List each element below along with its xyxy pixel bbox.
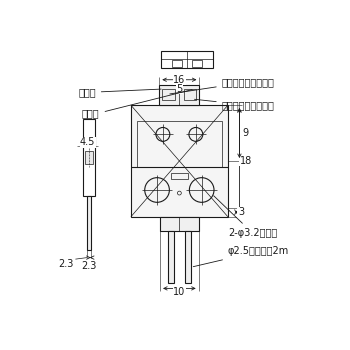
- Text: 18: 18: [239, 156, 252, 166]
- Bar: [162, 89, 175, 100]
- Bar: [161, 51, 213, 68]
- Text: 動作表示灯（橙色）: 動作表示灯（橙色）: [195, 99, 275, 110]
- Text: 受光部: 受光部: [82, 90, 192, 118]
- Bar: [168, 231, 174, 283]
- Text: 10: 10: [173, 287, 186, 297]
- Bar: [87, 196, 91, 250]
- Text: 3: 3: [238, 207, 244, 217]
- Bar: [172, 61, 182, 67]
- Text: 2.3: 2.3: [81, 261, 97, 272]
- Text: 9: 9: [243, 128, 248, 138]
- Bar: [83, 119, 94, 196]
- Bar: [160, 217, 199, 231]
- Text: 投光部: 投光部: [78, 87, 161, 97]
- Text: 2-φ3.2取付稴: 2-φ3.2取付稴: [214, 196, 277, 238]
- Text: 安定表示灯（緑色）: 安定表示灯（緑色）: [170, 77, 275, 94]
- Bar: [185, 231, 190, 283]
- Bar: [159, 85, 199, 105]
- Text: 16: 16: [173, 75, 186, 85]
- Text: 4.5: 4.5: [80, 137, 96, 147]
- Bar: [131, 105, 228, 217]
- Text: 5: 5: [176, 84, 182, 94]
- Bar: [137, 120, 222, 167]
- Text: 2.3: 2.3: [58, 259, 74, 269]
- Bar: [171, 173, 188, 179]
- Bar: [184, 89, 196, 100]
- Bar: [85, 151, 93, 164]
- Text: φ2.5ケーブル2m: φ2.5ケーブル2m: [193, 246, 289, 267]
- Bar: [192, 61, 202, 67]
